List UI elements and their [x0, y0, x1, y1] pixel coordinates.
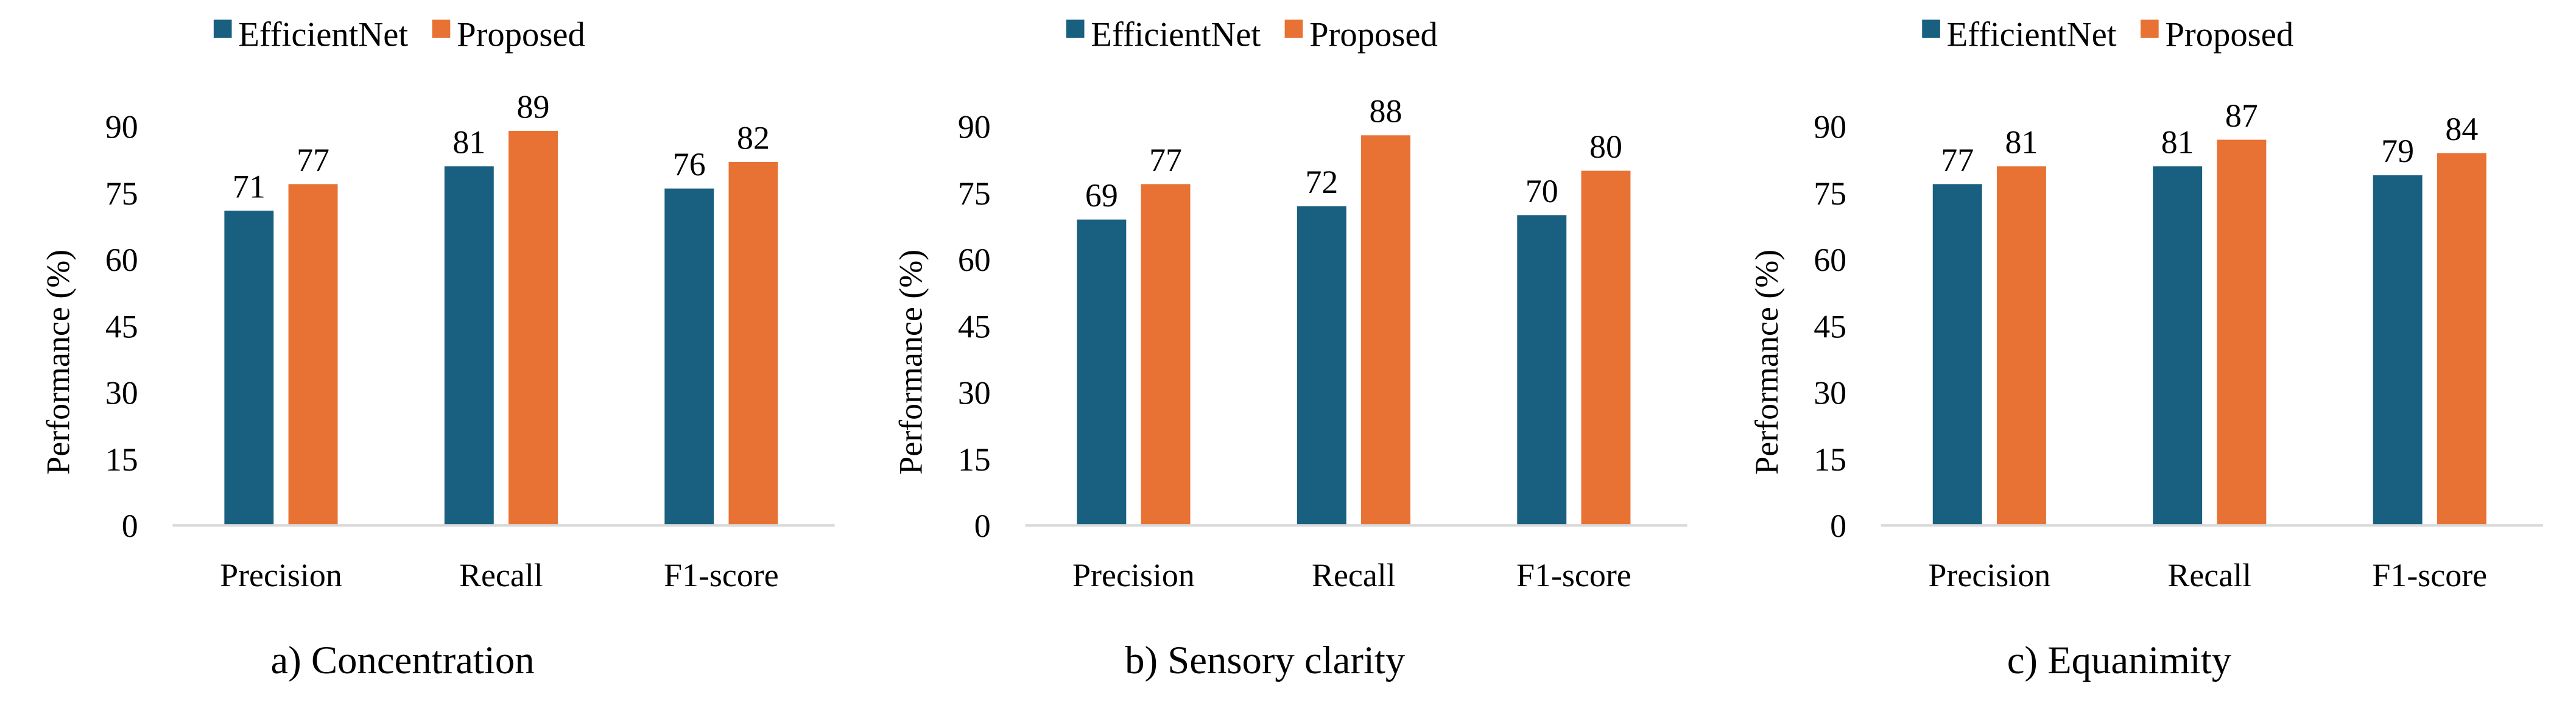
bar-proposed-f1-score — [1581, 170, 1631, 526]
y-tick-label: 15 — [1814, 441, 1846, 478]
bar-efficientnet-recall — [2153, 166, 2203, 526]
y-axis-title: Performance (%) — [1748, 250, 1785, 475]
data-label: 81 — [2005, 124, 2038, 161]
bar-proposed-f1-score — [728, 161, 778, 526]
legend-label: Proposed — [1309, 16, 1438, 54]
bar-proposed-recall — [509, 130, 558, 526]
bar-efficientnet-precision — [224, 211, 274, 526]
x-tick-label: F1-score — [2372, 557, 2487, 594]
bar-proposed-precision — [288, 184, 338, 526]
data-label: 87 — [2225, 97, 2258, 134]
y-tick-label: 0 — [974, 508, 991, 544]
data-label: 76 — [673, 146, 706, 183]
chart-panel-3: EfficientNet Proposed 0 15 30 45 60 75 90 Perform… — [1748, 16, 2543, 682]
x-tick-label: F1-score — [664, 557, 779, 594]
x-tick-label: Recall — [2167, 557, 2251, 594]
y-tick-label: 45 — [105, 308, 138, 345]
bar-efficientnet-precision — [1077, 219, 1127, 526]
legend-label: EfficientNet — [1947, 16, 2117, 54]
data-label: 84 — [2445, 111, 2478, 147]
chart-panel-1: EfficientNet Proposed 0 15 30 45 60 75 90 Perform… — [40, 16, 835, 682]
y-tick-label: 60 — [105, 242, 138, 278]
legend-swatch-proposed — [1284, 19, 1303, 38]
y-axis-title: Performance (%) — [892, 250, 929, 475]
bar-efficientnet-recall — [444, 166, 494, 526]
bar-efficientnet-f1-score — [2373, 175, 2423, 526]
y-tick-label: 0 — [122, 508, 138, 544]
data-label: 70 — [1526, 173, 1558, 209]
legend-swatch-efficientnet — [213, 19, 232, 38]
bar-proposed-recall — [1361, 135, 1410, 526]
data-label: 72 — [1305, 164, 1338, 200]
y-axis-title: Performance (%) — [40, 250, 76, 475]
y-tick-label: 75 — [958, 175, 991, 212]
y-tick-label: 90 — [105, 109, 138, 145]
bar-efficientnet-recall — [1297, 206, 1346, 526]
bar-efficientnet-f1-score — [1517, 215, 1567, 526]
data-label: 80 — [1589, 128, 1622, 165]
legend-label: EfficientNet — [238, 16, 408, 54]
bar-proposed-precision — [1996, 166, 2046, 526]
y-tick-label: 0 — [1830, 508, 1846, 544]
bar-proposed-recall — [2217, 139, 2267, 526]
y-tick-label: 30 — [105, 375, 138, 412]
y-tick-label: 60 — [1814, 242, 1846, 278]
x-tick-label: Precision — [1928, 557, 2050, 594]
y-tick-label: 75 — [105, 175, 138, 212]
legend-swatch-efficientnet — [1922, 19, 1940, 38]
data-label: 82 — [737, 119, 770, 156]
y-tick-label: 30 — [1814, 375, 1846, 412]
x-tick-label: F1-score — [1516, 557, 1631, 594]
bar-efficientnet-f1-score — [664, 188, 714, 526]
legend-swatch-efficientnet — [1066, 19, 1085, 38]
data-label: 77 — [1149, 142, 1182, 178]
legend-label: EfficientNet — [1091, 16, 1261, 54]
chart-subtitle: a) Concentration — [271, 639, 535, 682]
data-label: 69 — [1085, 177, 1118, 214]
legend-swatch-proposed — [2140, 19, 2159, 38]
y-tick-label: 75 — [1814, 175, 1846, 212]
chart-subtitle: b) Sensory clarity — [1125, 639, 1406, 682]
legend-label: Proposed — [457, 16, 585, 54]
y-tick-label: 90 — [1814, 109, 1846, 145]
data-label: 88 — [1370, 93, 1402, 130]
y-tick-label: 15 — [958, 441, 991, 478]
y-tick-label: 15 — [105, 441, 138, 478]
chart-panel-2: EfficientNet Proposed 0 15 30 45 60 75 90 Perform… — [892, 16, 1687, 682]
x-tick-label: Precision — [1072, 557, 1195, 594]
data-label: 81 — [2161, 124, 2194, 161]
data-label: 77 — [297, 142, 329, 178]
data-label: 89 — [517, 88, 550, 125]
x-tick-label: Recall — [459, 557, 543, 594]
chart-subtitle: c) Equanimity — [2007, 639, 2232, 682]
legend-swatch-proposed — [432, 19, 451, 38]
legend-label: Proposed — [2165, 16, 2293, 54]
data-label: 79 — [2381, 133, 2414, 169]
data-label: 77 — [1941, 142, 1974, 178]
y-tick-label: 30 — [958, 375, 991, 412]
y-tick-label: 45 — [958, 308, 991, 345]
x-tick-label: Precision — [220, 557, 342, 594]
y-tick-label: 90 — [958, 109, 991, 145]
y-tick-label: 45 — [1814, 308, 1846, 345]
bar-proposed-precision — [1141, 184, 1191, 526]
bar-proposed-f1-score — [2437, 153, 2486, 526]
bar-efficientnet-precision — [1932, 184, 1982, 526]
data-label: 81 — [452, 124, 485, 161]
data-label: 71 — [233, 169, 266, 205]
x-tick-label: Recall — [1312, 557, 1396, 594]
y-tick-label: 60 — [958, 242, 991, 278]
